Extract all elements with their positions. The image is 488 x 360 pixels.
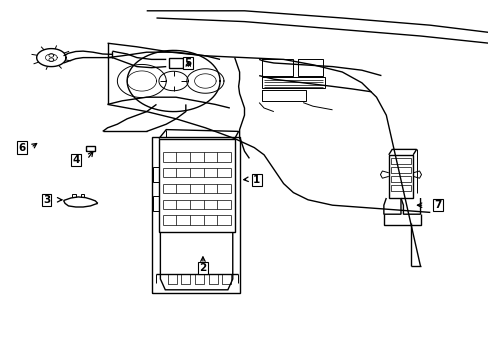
Text: 2: 2 [199,263,206,273]
Text: 4: 4 [72,155,80,165]
Text: 7: 7 [433,200,441,210]
Text: 6: 6 [19,143,25,153]
Text: 5: 5 [184,58,191,68]
Text: 3: 3 [43,195,50,205]
Text: 1: 1 [253,175,260,185]
